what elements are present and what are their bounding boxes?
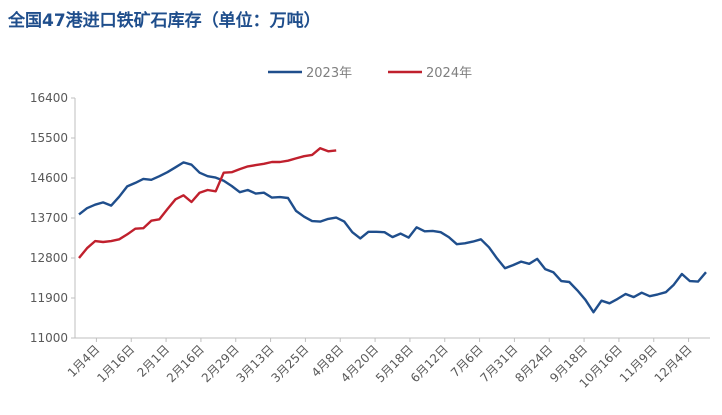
- x-tick-label: 12月4日: [652, 342, 695, 385]
- x-tick-label: 6月12日: [408, 342, 451, 385]
- x-tick-label: 11月9日: [617, 342, 660, 385]
- legend-label: 2023年: [306, 66, 352, 81]
- y-tick-label: 11000: [30, 331, 68, 345]
- y-tick-label: 14600: [30, 171, 68, 185]
- y-tick-label: 16400: [30, 91, 68, 105]
- chart-title: 全国47港进口铁矿石库存（单位：万吨）: [8, 11, 321, 31]
- legend-label: 2024年: [426, 66, 472, 81]
- y-tick-label: 13700: [30, 211, 68, 225]
- series-line-2023: [78, 161, 707, 314]
- y-tick-label: 15500: [30, 131, 68, 145]
- x-tick-label: 5月18日: [373, 342, 416, 385]
- x-tick-label: 2月16日: [164, 342, 207, 385]
- y-tick-label: 11900: [30, 291, 68, 305]
- y-tick-label: 12800: [30, 251, 68, 265]
- x-tick-label: 2月29日: [199, 342, 242, 385]
- x-tick-label: 7月31日: [477, 342, 520, 385]
- x-tick-label: 4月20日: [338, 342, 381, 385]
- x-tick-label: 1月16日: [94, 342, 137, 385]
- x-tick-label: 3月13日: [234, 342, 277, 385]
- series-line-2024: [78, 146, 337, 259]
- x-tick-label: 8月24日: [512, 342, 555, 385]
- x-tick-label: 3月25日: [268, 342, 311, 385]
